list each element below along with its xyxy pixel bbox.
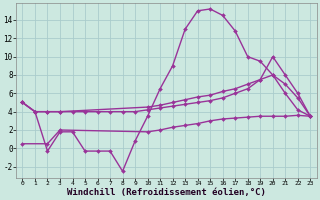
- X-axis label: Windchill (Refroidissement éolien,°C): Windchill (Refroidissement éolien,°C): [67, 188, 266, 197]
